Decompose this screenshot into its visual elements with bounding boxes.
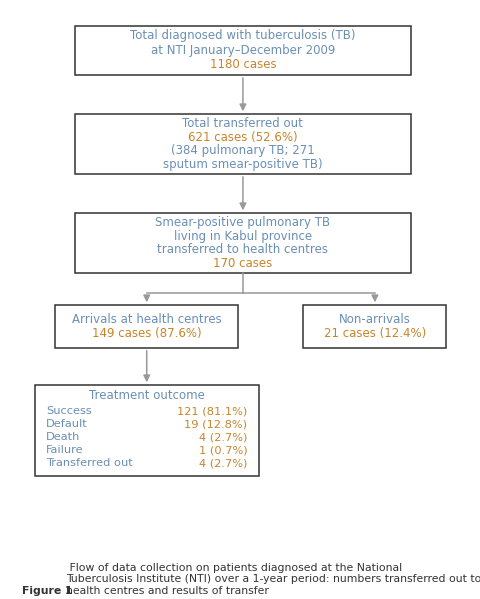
Bar (303, 305, 445, 348)
Text: 4 (2.7%): 4 (2.7%) (199, 432, 247, 442)
Text: Flow of data collection on patients diagnosed at the National
Tuberculosis Insti: Flow of data collection on patients diag… (66, 563, 480, 596)
Text: 4 (2.7%): 4 (2.7%) (199, 458, 247, 468)
Text: 170 cases: 170 cases (213, 257, 272, 270)
Text: Default: Default (46, 419, 88, 429)
Text: 1180 cases: 1180 cases (209, 58, 276, 71)
Text: 1 (0.7%): 1 (0.7%) (198, 445, 247, 455)
Text: Death: Death (46, 432, 80, 442)
Bar (75, 26, 410, 75)
Text: 121 (81.1%): 121 (81.1%) (177, 406, 247, 416)
Text: 149 cases (87.6%): 149 cases (87.6%) (92, 327, 201, 340)
Text: Non-arrivals: Non-arrivals (338, 313, 410, 326)
Text: Arrivals at health centres: Arrivals at health centres (72, 313, 221, 326)
Text: Treatment outcome: Treatment outcome (89, 389, 204, 402)
Bar (75, 213, 410, 273)
Text: Transferred out: Transferred out (46, 458, 132, 468)
Text: Success: Success (46, 406, 92, 416)
Text: Total transferred out: Total transferred out (182, 117, 303, 130)
Text: Smear-positive pulmonary TB: Smear-positive pulmonary TB (155, 216, 330, 229)
Text: Figure 1: Figure 1 (22, 586, 72, 596)
Bar (55, 305, 238, 348)
Text: Total diagnosed with tuberculosis (TB): Total diagnosed with tuberculosis (TB) (130, 29, 355, 42)
Text: (384 pulmonary TB; 271: (384 pulmonary TB; 271 (171, 144, 314, 158)
Text: living in Kabul province: living in Kabul province (173, 230, 312, 243)
Text: 621 cases (52.6%): 621 cases (52.6%) (188, 131, 297, 144)
Text: at NTI January–December 2009: at NTI January–December 2009 (150, 44, 335, 57)
Bar (75, 114, 410, 174)
Text: Failure: Failure (46, 445, 84, 455)
Text: 21 cases (12.4%): 21 cases (12.4%) (323, 327, 425, 340)
Text: transferred to health centres: transferred to health centres (157, 243, 328, 256)
Bar (35, 385, 258, 476)
Text: sputum smear-positive TB): sputum smear-positive TB) (163, 158, 322, 171)
Text: 19 (12.8%): 19 (12.8%) (184, 419, 247, 429)
